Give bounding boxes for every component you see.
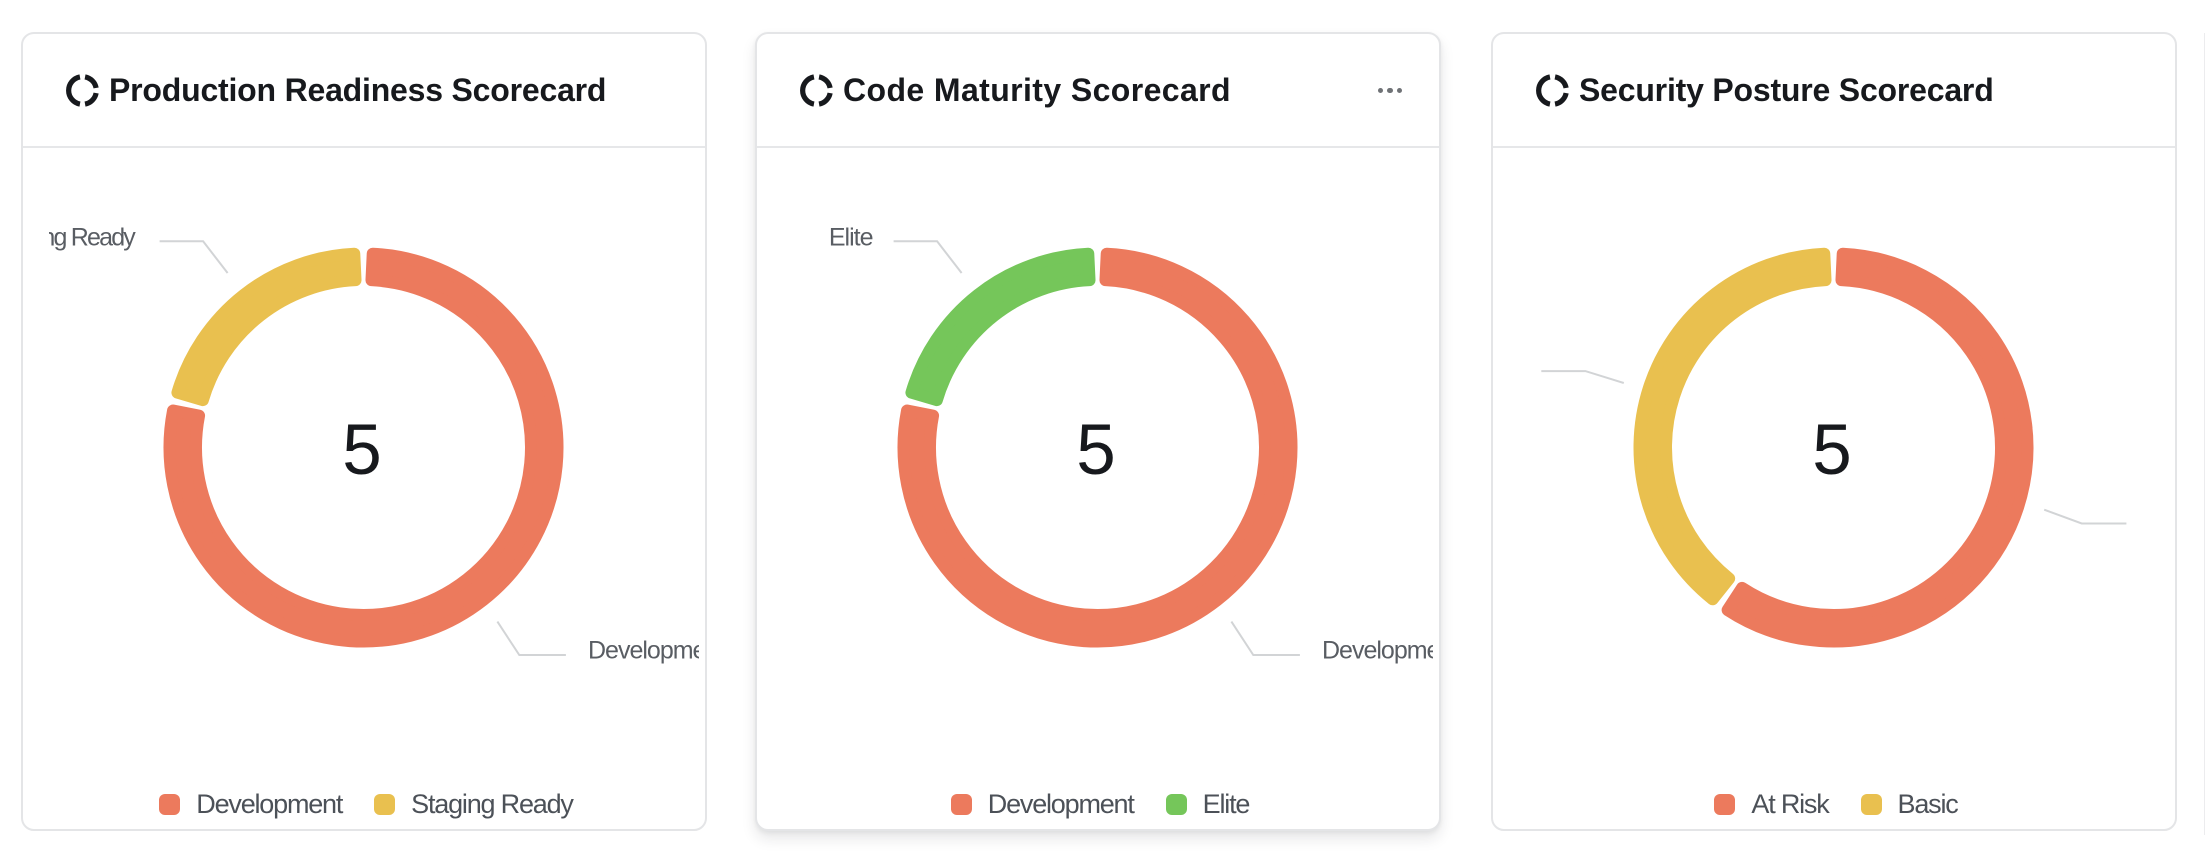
- svg-text:5: 5: [342, 411, 382, 490]
- svg-text:Development: Development: [588, 637, 705, 665]
- svg-text:Elite: Elite: [829, 223, 873, 251]
- svg-text:Development: Development: [1322, 637, 1439, 665]
- svg-text:5: 5: [1076, 411, 1116, 490]
- svg-text:ng Ready: ng Ready: [41, 223, 136, 251]
- svg-text:5: 5: [1812, 411, 1852, 490]
